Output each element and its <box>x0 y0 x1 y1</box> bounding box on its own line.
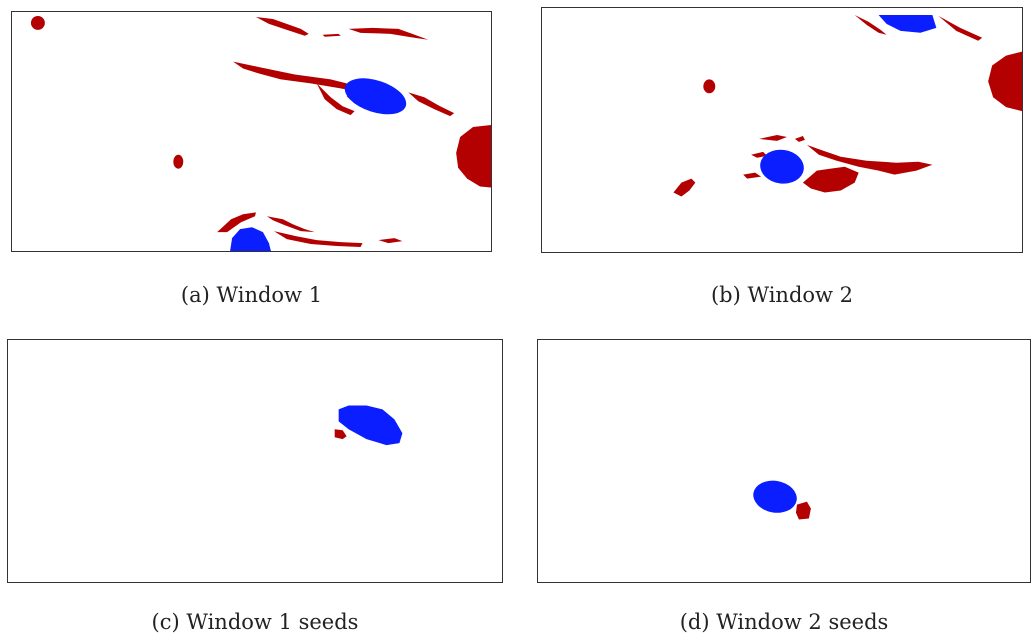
red-region <box>988 51 1022 112</box>
window-1-plot <box>30 15 491 251</box>
figure-a-window-1 <box>11 11 492 252</box>
red-region <box>456 125 491 188</box>
caption-b-title: Window 2 <box>747 283 854 307</box>
blue-region <box>344 78 407 115</box>
red-region <box>255 16 309 36</box>
figure-d-window-2-seeds <box>537 339 1031 583</box>
red-region <box>806 144 933 175</box>
caption-a-title: Window 1 <box>216 283 323 307</box>
red-seed <box>334 429 347 440</box>
red-region <box>266 216 315 233</box>
caption-c: (c) Window 1 seeds <box>7 610 503 634</box>
red-region <box>322 33 341 37</box>
red-region <box>233 61 356 92</box>
red-region <box>759 134 787 141</box>
window-2-seeds-plot <box>753 480 811 520</box>
caption-d: (d) Window 2 seeds <box>537 610 1031 634</box>
red-region <box>703 79 716 94</box>
red-seed <box>795 501 811 520</box>
blue-region <box>760 149 804 184</box>
window-2-plot <box>673 14 1022 197</box>
caption-c-title: Window 1 seeds <box>186 610 359 634</box>
caption-b-label: (b) <box>710 283 741 307</box>
caption-a-label: (a) <box>180 283 210 307</box>
red-region <box>938 15 983 41</box>
figure-c-window-1-seeds <box>7 339 503 583</box>
red-region <box>794 135 805 142</box>
red-region <box>751 151 768 158</box>
blue-region <box>878 14 937 33</box>
red-region <box>854 14 887 35</box>
caption-d-title: Window 2 seeds <box>716 610 889 634</box>
red-region <box>217 212 256 233</box>
caption-b: (b) Window 2 <box>541 283 1023 307</box>
red-region <box>408 92 455 117</box>
red-region <box>273 231 363 248</box>
red-region <box>30 15 45 30</box>
blue-seed <box>338 405 403 446</box>
red-region <box>316 83 355 116</box>
blue-region <box>230 227 271 251</box>
figure-b-window-2 <box>541 7 1023 253</box>
caption-c-label: (c) <box>151 610 180 634</box>
red-region <box>348 27 429 40</box>
caption-a: (a) Window 1 <box>11 283 492 307</box>
window-1-seeds-plot <box>334 405 403 446</box>
caption-d-label: (d) <box>679 610 710 634</box>
red-region <box>743 172 762 179</box>
red-region <box>173 154 184 169</box>
red-region <box>673 178 696 197</box>
red-region <box>802 166 859 193</box>
red-region <box>378 238 403 244</box>
blue-seed <box>753 480 797 513</box>
